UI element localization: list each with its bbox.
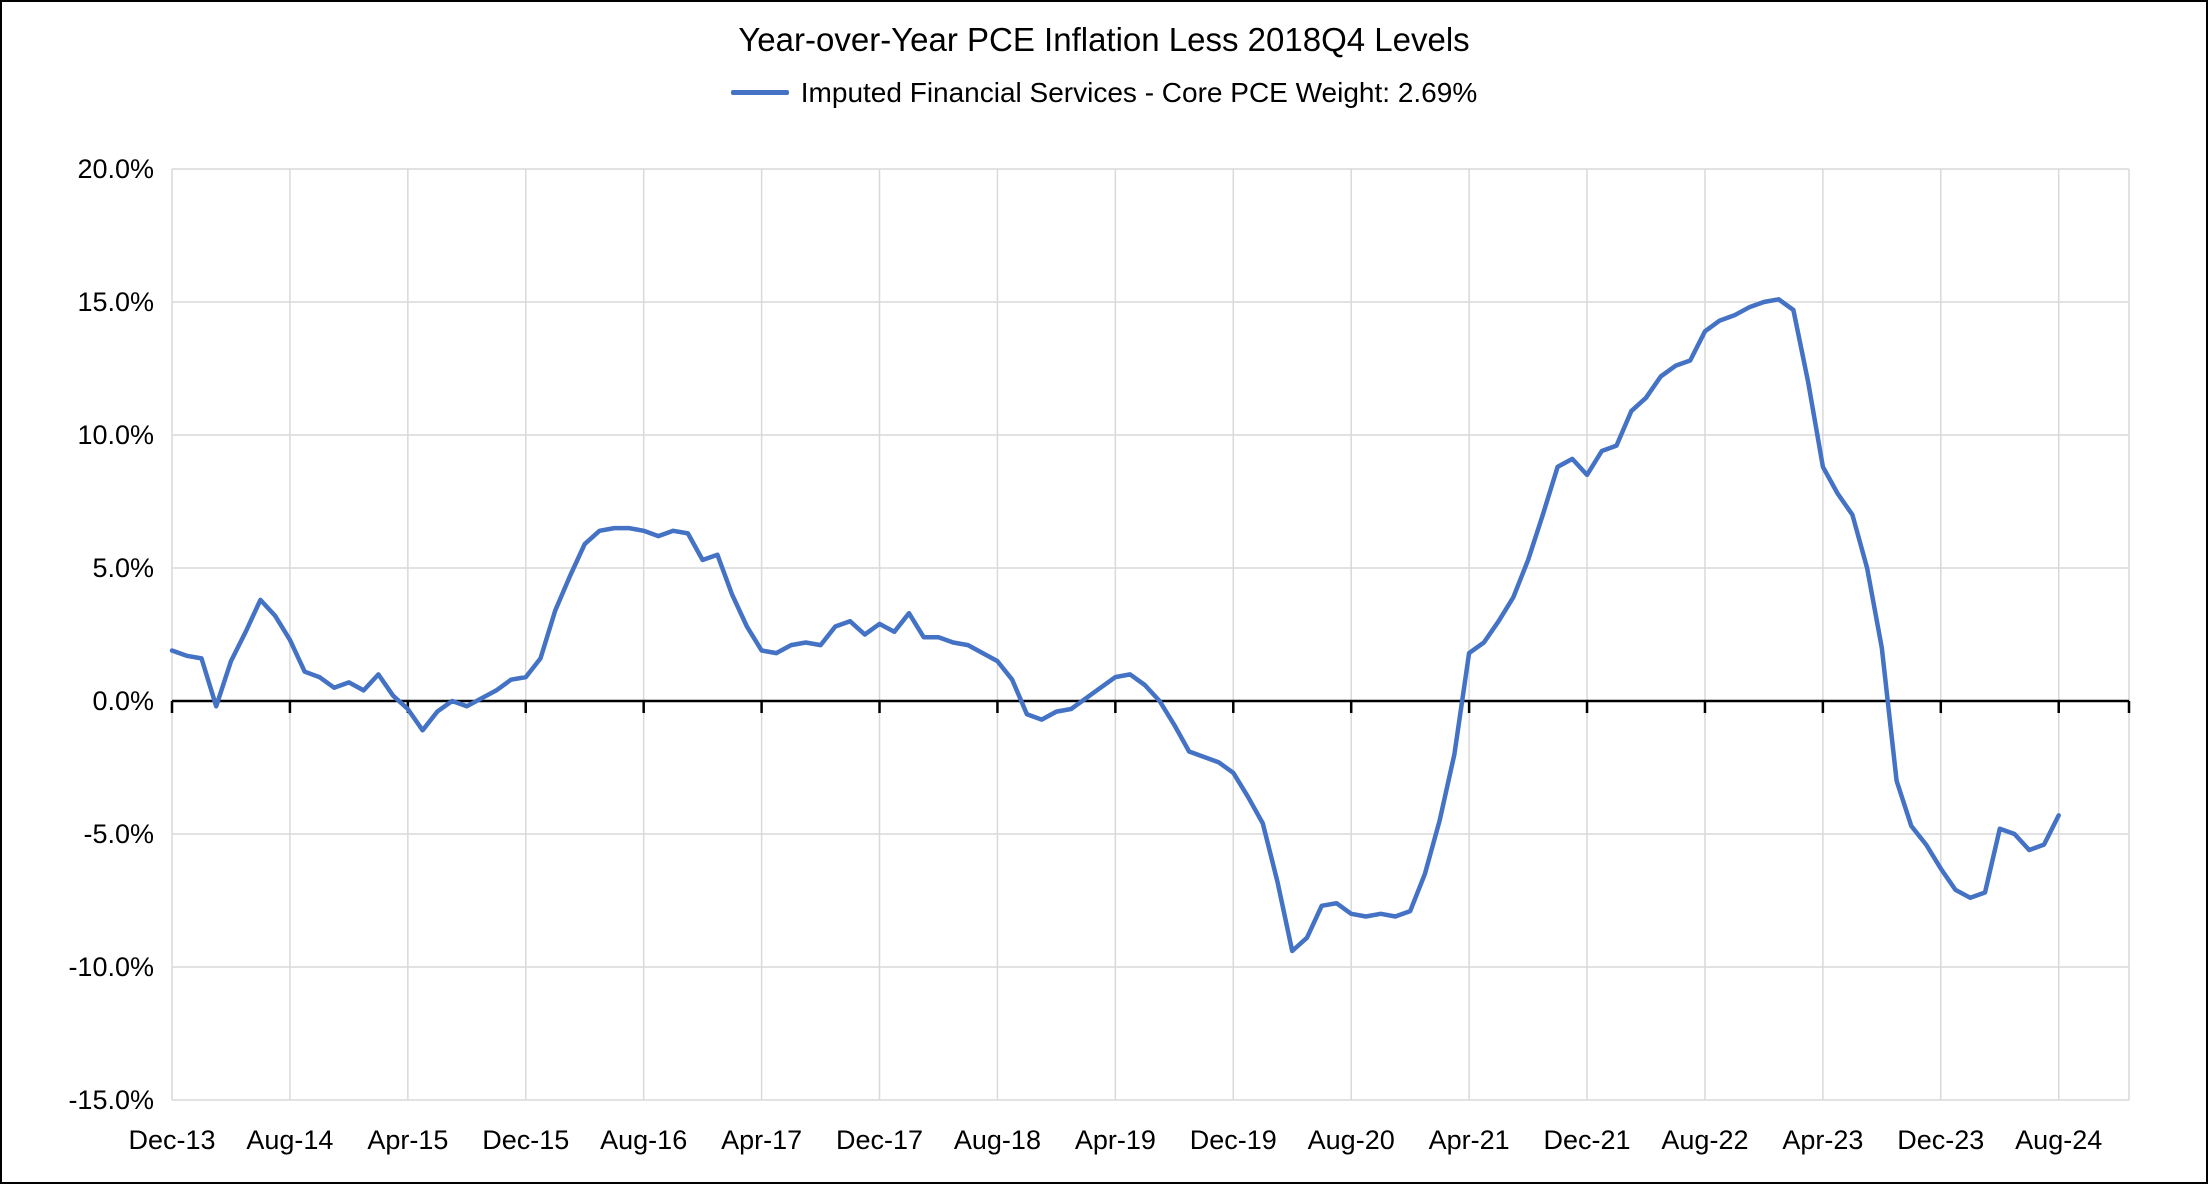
y-tick-label: 5.0% [92,553,154,583]
x-tick-label: Aug-22 [1661,1125,1748,1155]
chart-legend: Imputed Financial Services - Core PCE We… [2,76,2206,109]
y-tick-label: -5.0% [83,819,154,849]
x-tick-label: Aug-24 [2015,1125,2102,1155]
x-tick-label: Aug-16 [600,1125,687,1155]
x-tick-label: Aug-14 [246,1125,333,1155]
y-tick-label: 10.0% [77,420,154,450]
x-tick-label: Dec-21 [1544,1125,1631,1155]
x-tick-label: Aug-18 [954,1125,1041,1155]
x-tick-label: Apr-15 [367,1125,448,1155]
x-tick-label: Apr-21 [1429,1125,1510,1155]
x-tick-label: Dec-17 [836,1125,923,1155]
x-tick-label: Dec-15 [482,1125,569,1155]
x-tick-label: Apr-23 [1782,1125,1863,1155]
x-tick-label: Apr-19 [1075,1125,1156,1155]
y-tick-label: -10.0% [68,952,154,982]
line-chart-plot: 20.0% 15.0% 10.0% 5.0% 0.0% -5.0% -10.0% -15.0%… [68,154,2131,1155]
x-tick-label: Dec-19 [1190,1125,1277,1155]
y-tick-label: 20.0% [77,154,154,184]
x-tick-label: Aug-20 [1308,1125,1395,1155]
y-tick-label: 0.0% [92,686,154,716]
legend-line-marker [730,90,789,95]
y-tick-label: -15.0% [68,1085,154,1115]
x-tick-label: Dec-13 [128,1125,215,1155]
legend-label: Imputed Financial Services - Core PCE We… [800,77,1478,108]
series-line [169,297,2061,954]
y-tick-label: 15.0% [77,287,154,317]
x-tick-label: Apr-17 [721,1125,802,1155]
chart-title: Year-over-Year PCE Inflation Less 2018Q4… [738,21,1470,58]
x-tick-label: Dec-23 [1897,1125,1984,1155]
